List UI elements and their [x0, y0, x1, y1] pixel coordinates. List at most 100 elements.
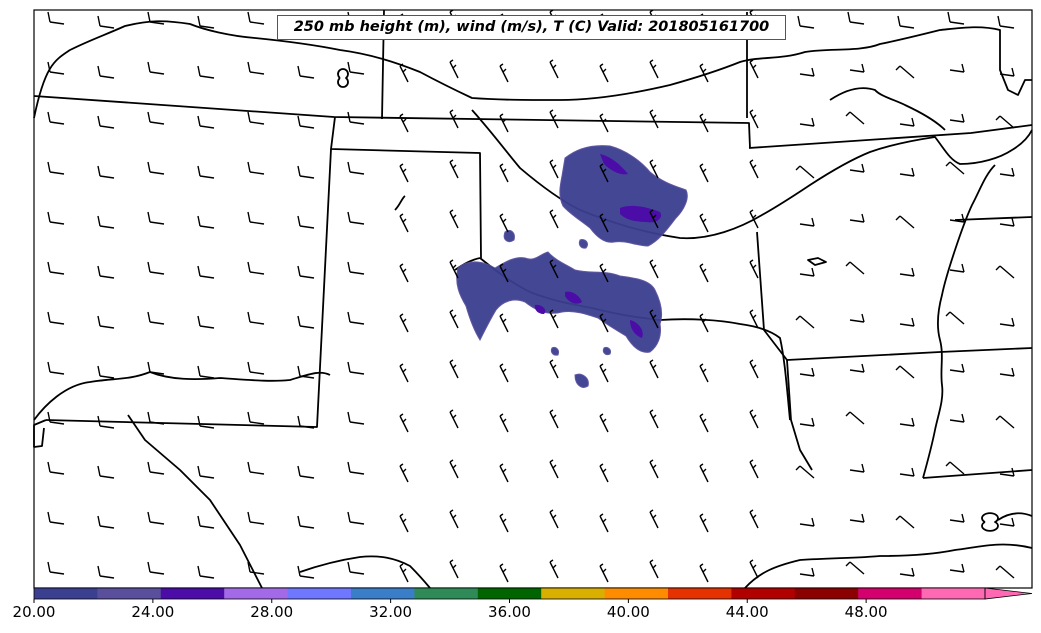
wind-barb-icon — [799, 367, 815, 377]
wind-barb-icon — [147, 561, 165, 575]
wind-barb-icon — [999, 517, 1015, 527]
wind-barb-icon — [197, 365, 215, 379]
colorbar-segment — [731, 588, 796, 599]
wind-barb-icon — [897, 15, 915, 29]
wind-barb-icon — [895, 365, 915, 379]
wind-barb-icon — [949, 413, 965, 423]
wind-barb-icon — [599, 313, 609, 333]
coastline — [807, 257, 827, 266]
wind-barb-icon — [899, 317, 915, 327]
wind-barb-icon — [347, 61, 365, 75]
wind-barb-icon — [799, 417, 815, 427]
wind-barb-icon — [599, 513, 609, 533]
wind-barb-icon — [97, 65, 115, 79]
temp-core-region — [534, 304, 546, 314]
wind-barb-icon — [845, 261, 865, 275]
state-boundary — [330, 116, 482, 259]
wind-barb-icon — [899, 567, 915, 577]
state-boundary — [922, 469, 1033, 479]
wind-barb-icon — [347, 511, 365, 525]
wind-barb-icon — [147, 111, 165, 125]
map-title: 250 mb height (m), wind (m/s), T (C) Val… — [277, 15, 786, 40]
wind-barb-icon — [795, 465, 815, 479]
wind-barb-icon — [849, 213, 865, 223]
wind-barb-icon — [549, 509, 559, 529]
wind-barb-icon — [799, 217, 815, 227]
colorbar-segment — [794, 588, 859, 599]
wind-barb-icon — [795, 165, 815, 179]
wind-barb-icon — [995, 415, 1015, 429]
wind-barb-icon — [399, 263, 409, 283]
wind-barb-icon — [47, 361, 65, 375]
wind-barb-icon — [147, 211, 165, 225]
wind-barb-icon — [347, 561, 365, 575]
wind-barb-icon — [999, 317, 1015, 327]
wind-barb-icon — [197, 565, 215, 579]
wind-barb-icon — [649, 59, 659, 79]
wind-barb-icon — [147, 461, 165, 475]
wind-barb-icon — [147, 361, 165, 375]
river — [922, 164, 996, 479]
wind-barb-icon — [699, 63, 709, 83]
wind-barb-icon — [749, 109, 759, 129]
wind-barb-icon — [849, 463, 865, 473]
wind-barb-icon — [699, 463, 709, 483]
wind-barb-icon — [999, 67, 1015, 77]
wind-barb-icon — [499, 263, 509, 283]
wind-barb-icon — [47, 461, 65, 475]
colorbar-extend-arrow — [984, 587, 1033, 600]
wind-barb-icon — [749, 359, 759, 379]
colorbar-segment — [97, 588, 162, 599]
wind-barb-icon — [599, 563, 609, 583]
wind-barb-icon — [247, 161, 265, 175]
wind-barb-icon — [699, 363, 709, 383]
wind-barb-icon — [399, 163, 409, 183]
wind-barb-icon — [449, 509, 459, 529]
wind-barb-icon — [895, 515, 915, 529]
wind-barb-icon — [895, 215, 915, 229]
colorbar-segment — [541, 588, 606, 599]
wind-barb-icon — [247, 11, 265, 25]
temp-region-small — [574, 373, 589, 388]
wind-barb-icon — [849, 163, 865, 173]
wind-barb-icon — [297, 465, 315, 479]
map-geography — [33, 9, 1033, 589]
wind-barb-icon — [297, 65, 315, 79]
colorbar-segment — [477, 588, 542, 599]
wind-barb-icon — [399, 563, 409, 583]
wind-barb-icon — [899, 167, 915, 177]
wind-barb-icon — [945, 311, 965, 325]
temp-core-region — [600, 154, 628, 175]
wind-barb-icon — [499, 363, 509, 383]
colorbar-segment — [224, 588, 289, 599]
wind-barb-icon — [97, 465, 115, 479]
wind-barb-icon — [799, 117, 815, 127]
wind-barb-icon — [845, 561, 865, 575]
wind-barb-icon — [849, 63, 865, 73]
wind-barb-icon — [549, 259, 559, 279]
wind-barb-icon — [649, 509, 659, 529]
coastline — [33, 371, 331, 421]
wind-barb-icon — [949, 213, 965, 223]
colorbar-segment — [604, 588, 669, 599]
wind-barb-icon — [47, 61, 65, 75]
wind-barb-icon — [147, 11, 165, 25]
wind-barb-icon — [147, 261, 165, 275]
wind-barb-icon — [297, 565, 315, 579]
wind-barb-icon — [999, 167, 1015, 177]
wind-barb-icon — [749, 159, 759, 179]
temp-core-region — [620, 205, 662, 223]
colorbar-tick-label: 20.00 — [12, 603, 56, 621]
wind-barbs — [47, 9, 1015, 583]
wind-barb-icon — [97, 165, 115, 179]
wind-barb-icon — [347, 161, 365, 175]
wind-barb-icon — [549, 209, 559, 229]
wind-barb-icon — [899, 417, 915, 427]
wind-barb-icon — [649, 159, 659, 179]
wind-barb-icon — [649, 359, 659, 379]
wind-barb-icon — [97, 415, 115, 429]
wind-barb-icon — [799, 267, 815, 277]
wind-barb-icon — [297, 415, 315, 429]
wind-barb-icon — [549, 459, 559, 479]
